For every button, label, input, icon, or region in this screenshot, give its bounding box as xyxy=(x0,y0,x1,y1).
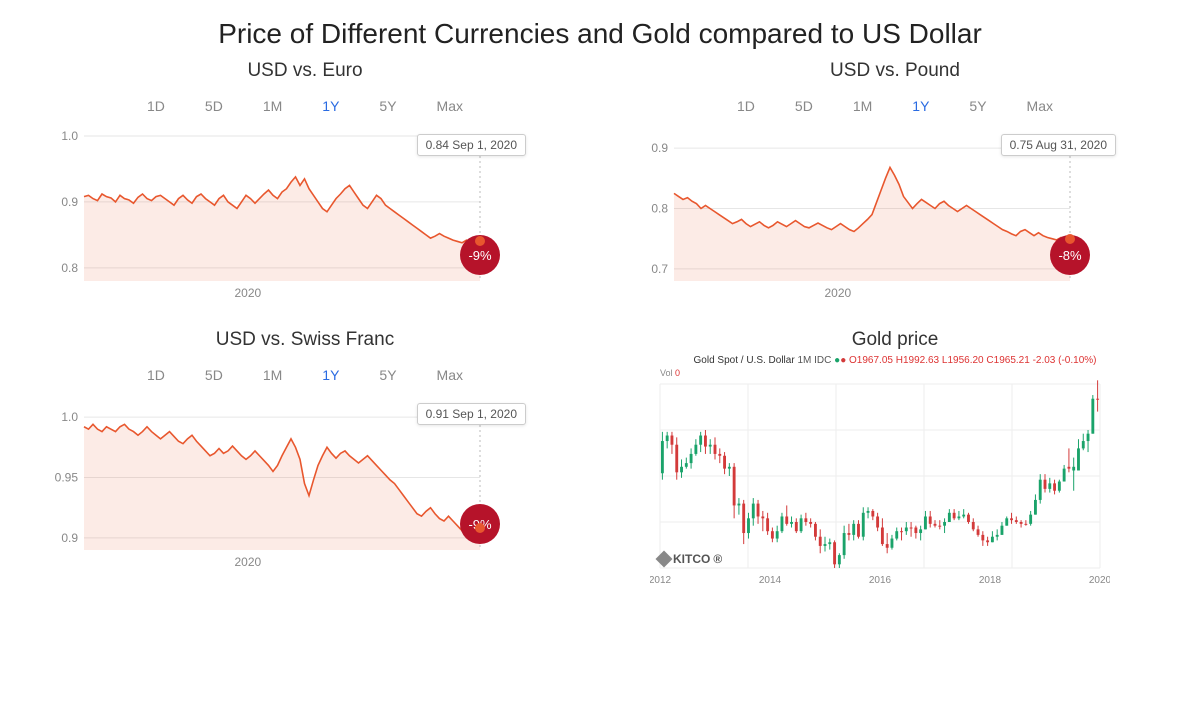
timeframe-tab-1m[interactable]: 1M xyxy=(255,94,290,118)
svg-text:0.7: 0.7 xyxy=(651,262,668,276)
timeframe-tabs-chf: 1D 5D 1M 1Y 5Y Max xyxy=(50,363,560,387)
timeframe-tab-5d[interactable]: 5D xyxy=(197,363,231,387)
svg-text:0.9: 0.9 xyxy=(651,141,668,155)
svg-text:0.8: 0.8 xyxy=(61,261,78,275)
svg-text:1.0: 1.0 xyxy=(61,410,78,424)
timeframe-tab-1y[interactable]: 1Y xyxy=(314,94,347,118)
timeframe-tab-max[interactable]: Max xyxy=(429,94,471,118)
timeframe-tab-1m[interactable]: 1M xyxy=(845,94,880,118)
svg-text:2020: 2020 xyxy=(824,286,851,300)
svg-text:2012: 2012 xyxy=(650,575,672,586)
chart-pound: 0.70.80.920200.75 Aug 31, 2020-8% xyxy=(640,128,1150,303)
timeframe-tab-1y[interactable]: 1Y xyxy=(314,363,347,387)
timeframe-tab-1d[interactable]: 1D xyxy=(139,363,173,387)
chart-euro: 0.80.91.020200.84 Sep 1, 2020-9% xyxy=(50,128,560,303)
svg-text:1.0: 1.0 xyxy=(61,129,78,143)
kitco-cube-icon xyxy=(656,551,673,568)
gold-vol: Vol 0 xyxy=(640,368,1150,378)
gold-change: -2.03 (-0.10%) xyxy=(1033,355,1097,366)
timeframe-tab-5d[interactable]: 5D xyxy=(197,94,231,118)
svg-text:0.9: 0.9 xyxy=(61,531,78,545)
chart-chf: 0.90.951.020200.91 Sep 1, 2020-9% xyxy=(50,397,560,572)
gold-source: IDC xyxy=(814,355,831,366)
gold-close: C1965.21 xyxy=(986,355,1029,366)
gold-symbol: Gold Spot / U.S. Dollar xyxy=(694,355,795,366)
chart-grid: USD vs. Euro 1D 5D 1M 1Y 5Y Max 0.8 0.9 1.0 2020… xyxy=(0,60,1200,588)
gold-low: L1956.20 xyxy=(942,355,984,366)
gold-open: O1967.05 xyxy=(849,355,893,366)
kitco-brand: KITCO® xyxy=(658,552,722,566)
panel-pound: USD vs. Pound 1D 5D 1M 1Y 5Y Max 0.7 0.8 0.9 202… xyxy=(640,60,1150,319)
end-marker xyxy=(1065,234,1075,244)
chart-tooltip: 0.91 Sep 1, 2020 xyxy=(417,403,526,425)
panel-title-euro: USD vs. Euro xyxy=(50,60,560,82)
timeframe-tab-5y[interactable]: 5Y xyxy=(371,363,404,387)
svg-text:2018: 2018 xyxy=(979,575,1002,586)
timeframe-tab-5d[interactable]: 5D xyxy=(787,94,821,118)
panel-title-pound: USD vs. Pound xyxy=(640,60,1150,82)
svg-text:0.95: 0.95 xyxy=(55,471,79,485)
timeframe-tab-1d[interactable]: 1D xyxy=(729,94,763,118)
chart-tooltip: 0.84 Sep 1, 2020 xyxy=(417,134,526,156)
gold-interval: 1M xyxy=(797,355,811,366)
timeframe-tab-1d[interactable]: 1D xyxy=(139,94,173,118)
svg-text:2016: 2016 xyxy=(869,575,892,586)
timeframe-tab-5y[interactable]: 5Y xyxy=(371,94,404,118)
chart-tooltip: 0.75 Aug 31, 2020 xyxy=(1001,134,1116,156)
svg-text:2014: 2014 xyxy=(759,575,782,586)
panel-title-chf: USD vs. Swiss Franc xyxy=(50,329,560,351)
page-title: Price of Different Currencies and Gold c… xyxy=(0,0,1200,60)
gold-high: H1992.63 xyxy=(896,355,939,366)
panel-euro: USD vs. Euro 1D 5D 1M 1Y 5Y Max 0.8 0.9 1.0 2020… xyxy=(50,60,560,319)
svg-text:2020: 2020 xyxy=(234,555,261,569)
timeframe-tab-max[interactable]: Max xyxy=(1019,94,1061,118)
timeframe-tabs-pound: 1D 5D 1M 1Y 5Y Max xyxy=(640,94,1150,118)
svg-text:2020: 2020 xyxy=(234,286,261,300)
svg-text:0.8: 0.8 xyxy=(651,202,668,216)
gold-ohlc-header: Gold Spot / U.S. Dollar 1M IDC ●● O1967.… xyxy=(640,355,1150,366)
timeframe-tab-1m[interactable]: 1M xyxy=(255,363,290,387)
timeframe-tab-max[interactable]: Max xyxy=(429,363,471,387)
panel-gold: Gold price Gold Spot / U.S. Dollar 1M ID… xyxy=(640,329,1150,588)
panel-title-gold: Gold price xyxy=(640,329,1150,351)
timeframe-tab-5y[interactable]: 5Y xyxy=(961,94,994,118)
chart-gold: 2012 2014 2016 2018 2020 KITCO® xyxy=(640,378,1150,588)
svg-text:0.9: 0.9 xyxy=(61,195,78,209)
timeframe-tabs-euro: 1D 5D 1M 1Y 5Y Max xyxy=(50,94,560,118)
panel-chf: USD vs. Swiss Franc 1D 5D 1M 1Y 5Y Max 0.9 0.9… xyxy=(50,329,560,588)
svg-text:2020: 2020 xyxy=(1089,575,1110,586)
timeframe-tab-1y[interactable]: 1Y xyxy=(904,94,937,118)
